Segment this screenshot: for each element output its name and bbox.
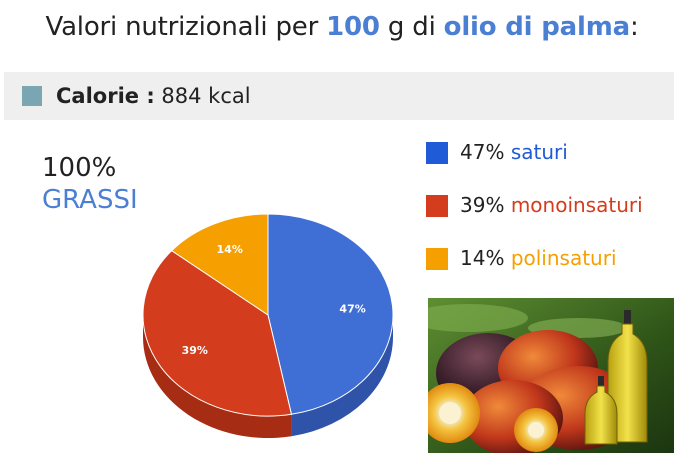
calorie-label: Calorie :	[56, 84, 155, 108]
legend-swatch	[426, 195, 448, 217]
calorie-square-icon	[22, 86, 42, 106]
legend-label: 14% polinsaturi	[460, 246, 617, 270]
page-title: Valori nutrizionali per 100 g di olio di…	[0, 12, 684, 42]
total-percent: 100%	[42, 153, 117, 183]
legend-percent: 39%	[460, 193, 511, 217]
total-fat: 100% GRASSI	[42, 152, 138, 216]
title-food: olio di palma	[443, 12, 630, 42]
title-prefix: Valori nutrizionali per	[45, 12, 327, 42]
legend-label: 39% monoinsaturi	[460, 193, 643, 217]
legend-name: monoinsaturi	[510, 193, 643, 217]
calorie-bar: Calorie : 884 kcal	[4, 72, 674, 120]
legend-percent: 47%	[460, 140, 511, 164]
pie-side-saturi	[291, 315, 393, 437]
calorie-value: 884 kcal	[161, 84, 251, 108]
pie-slice-polinsaturi	[170, 213, 269, 316]
pie-side-monoinsaturi	[143, 315, 292, 438]
title-suffix: :	[629, 12, 639, 42]
pie-data-label: 47%	[339, 303, 365, 316]
title-middle: g di	[379, 12, 444, 42]
pie-data-label: 39%	[182, 344, 208, 357]
pie-data-label: 14%	[217, 243, 243, 256]
title-amount: 100	[326, 12, 380, 42]
calorie-text: Calorie : 884 kcal	[56, 84, 251, 108]
total-label: GRASSI	[42, 185, 138, 215]
legend-swatch	[426, 248, 448, 270]
pie-slice-saturi	[267, 213, 394, 415]
legend-swatch	[426, 142, 448, 164]
palm-oil-photo	[428, 298, 674, 453]
legend-name: polinsaturi	[510, 246, 617, 270]
legend-label: 47% saturi	[460, 140, 568, 164]
pie-slice-monoinsaturi	[142, 249, 293, 417]
legend-percent: 14%	[460, 246, 511, 270]
legend-name: saturi	[510, 140, 568, 164]
